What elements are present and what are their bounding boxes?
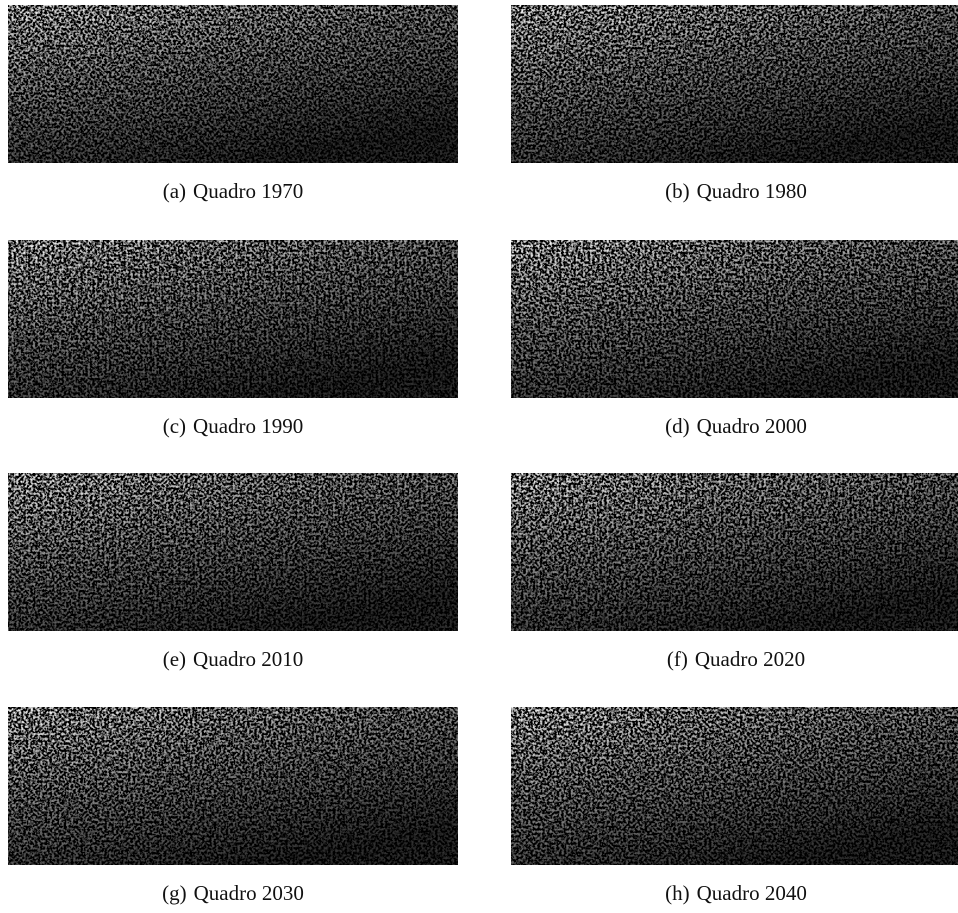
subfigure-title: Quadro 1980 [697, 179, 807, 203]
subfigure-caption: (h) Quadro 2040 [510, 881, 958, 906]
subfigure-label: (g) [162, 881, 187, 905]
noise-image [8, 707, 458, 865]
subfigure-label: (e) [163, 647, 186, 671]
subfigure-title: Quadro 1990 [193, 414, 303, 438]
subfigure-title: Quadro 2020 [695, 647, 805, 671]
panel-image [511, 473, 958, 631]
subfigure-caption: (a) Quadro 1970 [7, 179, 459, 204]
subfigure-title: Quadro 1970 [193, 179, 303, 203]
panel-image [511, 240, 958, 398]
subfigure-label: (f) [667, 647, 688, 671]
subfigure-caption: (b) Quadro 1980 [510, 179, 958, 204]
panel-image [8, 5, 458, 163]
panel-image [8, 473, 458, 631]
figure-page: (a) Quadro 1970 (b) Quadro 1980 (c) Quadro 19… [0, 0, 958, 913]
subfigure-title: Quadro 2040 [697, 881, 807, 905]
subfigure-title: Quadro 2010 [193, 647, 303, 671]
noise-image [511, 707, 958, 865]
noise-image [511, 473, 958, 631]
noise-image [8, 240, 458, 398]
subfigure-label: (h) [665, 881, 690, 905]
subfigure-caption: (e) Quadro 2010 [7, 647, 459, 672]
noise-image [8, 473, 458, 631]
subfigure-caption: (d) Quadro 2000 [510, 414, 958, 439]
subfigure-caption: (g) Quadro 2030 [7, 881, 459, 906]
subfigure-caption: (f) Quadro 2020 [510, 647, 958, 672]
figure-images [0, 0, 958, 913]
panel-image [8, 707, 458, 865]
panel-image [511, 707, 958, 865]
subfigure-title: Quadro 2000 [697, 414, 807, 438]
noise-image [511, 240, 958, 398]
subfigure-title: Quadro 2030 [194, 881, 304, 905]
subfigure-label: (c) [163, 414, 186, 438]
noise-image [511, 5, 958, 163]
noise-image [8, 5, 458, 163]
subfigure-label: (b) [665, 179, 690, 203]
panel-image [8, 240, 458, 398]
subfigure-caption: (c) Quadro 1990 [7, 414, 459, 439]
subfigure-label: (d) [665, 414, 690, 438]
panel-image [511, 5, 958, 163]
subfigure-label: (a) [163, 179, 186, 203]
